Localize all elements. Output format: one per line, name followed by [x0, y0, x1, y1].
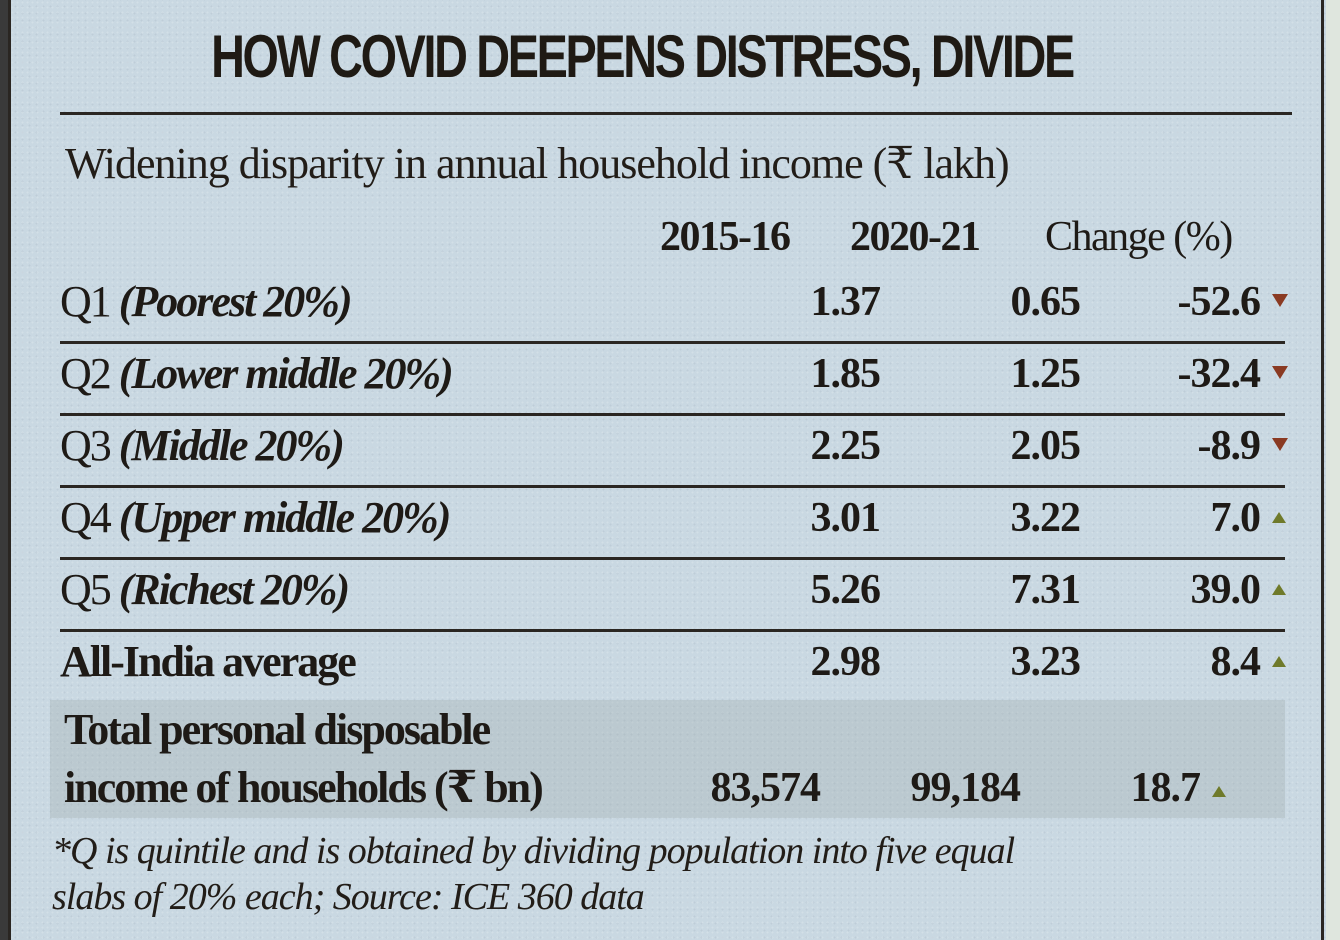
total-row: Total personal disposable income of hous… [50, 700, 1285, 818]
frame-border-right [1321, 0, 1324, 940]
change-up-icon [1272, 584, 1286, 595]
value-change: -8.9 [1197, 423, 1262, 469]
chart-subtitle: Widening disparity in annual household i… [65, 139, 1010, 188]
change-up-icon [1272, 512, 1286, 523]
row-label: Q3 (Middle 20%) [60, 420, 345, 472]
row-quintile: Q3 [60, 421, 112, 470]
row-divider [60, 629, 1285, 632]
value-2020-21: 2.05 [1010, 423, 1082, 469]
row-divider [60, 485, 1285, 488]
row-description: (Poorest 20%) [118, 277, 353, 326]
row-label: Q2 (Lower middle 20%) [60, 348, 454, 400]
row-label: Q5 (Richest 20%) [60, 564, 350, 616]
value-2020-21: 3.23 [1010, 639, 1082, 685]
row-divider [60, 341, 1285, 344]
table-row: Q4 (Upper middle 20%) 3.01 3.22 7.0 [60, 488, 1286, 560]
frame-border-left [8, 0, 11, 940]
column-header-2020-21: 2020-21 [850, 214, 981, 260]
row-description: (Richest 20%) [118, 565, 350, 614]
newspaper-clipping [10, 0, 1340, 940]
row-divider [60, 413, 1285, 416]
column-header-2015-16: 2015-16 [660, 214, 791, 260]
chart-title: HOW COVID DEEPENS DISTRESS, DIVIDE [211, 23, 1075, 90]
row-label: All-India average [60, 636, 357, 688]
row-quintile: Q2 [60, 349, 112, 398]
row-description: (Lower middle 20%) [118, 349, 454, 398]
value-change: 7.0 [1210, 495, 1262, 541]
row-description: (Upper middle 20%) [118, 493, 452, 542]
total-value-2020-21: 99,184 [910, 765, 1022, 811]
value-2015-16: 2.98 [810, 639, 882, 685]
footnote-line-2: slabs of 20% each; Source: ICE 360 data [52, 876, 645, 918]
change-up-icon [1212, 786, 1226, 797]
value-2020-21: 1.25 [1010, 351, 1082, 397]
row-quintile: Q5 [60, 565, 112, 614]
value-2020-21: 3.22 [1010, 495, 1082, 541]
value-2015-16: 1.85 [810, 351, 882, 397]
total-label-line2: income of households (₹ bn) [64, 763, 544, 812]
table-row: Q2 (Lower middle 20%) 1.85 1.25 -32.4 [60, 344, 1288, 416]
table-row: Q5 (Richest 20%) 5.26 7.31 39.0 [60, 560, 1286, 632]
value-2020-21: 0.65 [1010, 279, 1082, 325]
change-down-icon [1272, 294, 1288, 307]
value-2020-21: 7.31 [1010, 567, 1082, 613]
change-down-icon [1272, 366, 1288, 379]
change-down-icon [1272, 438, 1288, 451]
change-up-icon [1272, 656, 1286, 667]
row-quintile: Q4 [60, 493, 112, 542]
column-header-change: Change (%) [1045, 214, 1233, 260]
value-change: -32.4 [1177, 351, 1262, 397]
row-label: Q1 (Poorest 20%) [60, 276, 353, 328]
total-label-line1: Total personal disposable [64, 705, 491, 754]
footnote: *Q is quintile and is obtained by dividi… [52, 828, 1015, 920]
total-value-2015-16: 83,574 [710, 765, 822, 811]
row-quintile: All-India average [60, 637, 357, 686]
title-divider [60, 112, 1292, 115]
row-quintile: Q1 [60, 277, 112, 326]
row-label: Q4 (Upper middle 20%) [60, 492, 452, 544]
footnote-line-1: *Q is quintile and is obtained by dividi… [52, 830, 1015, 872]
value-2015-16: 1.37 [810, 279, 882, 325]
row-divider [60, 557, 1285, 560]
table-row: Q1 (Poorest 20%) 1.37 0.65 -52.6 [60, 272, 1288, 344]
total-value-change: 18.7 [1130, 765, 1202, 811]
value-change: -52.6 [1177, 279, 1262, 325]
page-edge [1326, 0, 1340, 940]
value-2015-16: 5.26 [810, 567, 882, 613]
row-description: (Middle 20%) [118, 421, 345, 470]
value-2015-16: 2.25 [810, 423, 882, 469]
value-change: 39.0 [1190, 567, 1262, 613]
table-row: Q3 (Middle 20%) 2.25 2.05 -8.9 [60, 416, 1288, 488]
value-2015-16: 3.01 [810, 495, 882, 541]
table-row: All-India average 2.98 3.23 8.4 [60, 632, 1286, 704]
value-change: 8.4 [1210, 639, 1262, 685]
